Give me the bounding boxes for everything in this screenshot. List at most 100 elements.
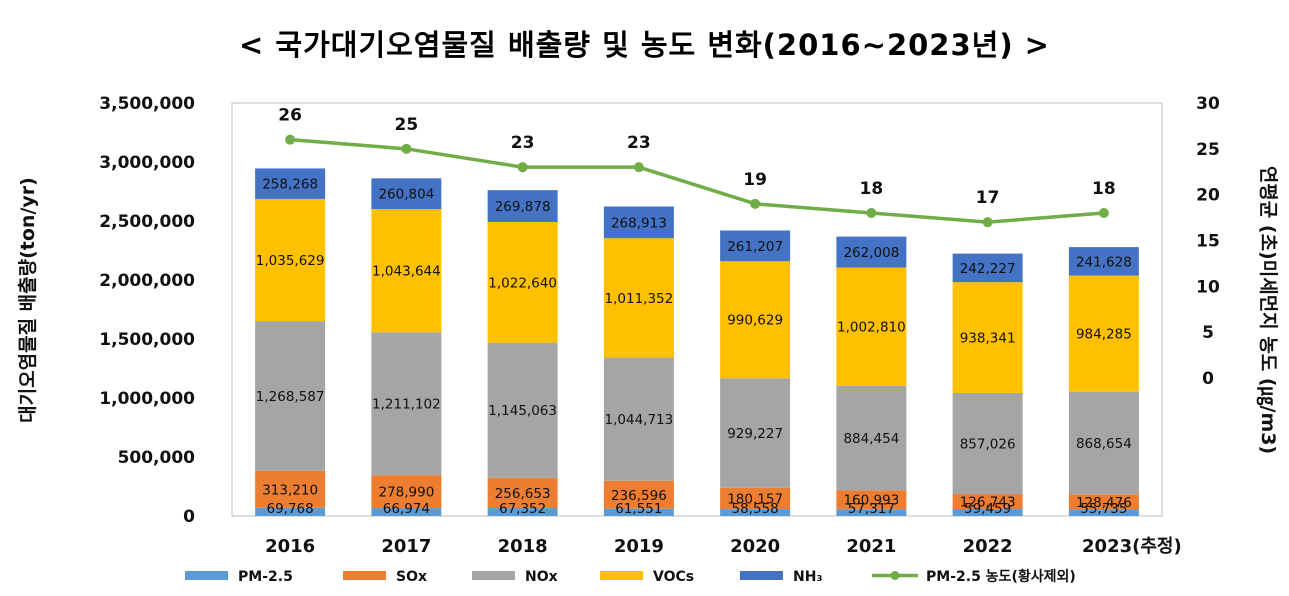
- bar-sox-5: [836, 490, 907, 510]
- right-axis-ticks: 30 25 20 15 10 5 0: [1196, 94, 1220, 389]
- data-label-pm25-3: 61,551: [615, 501, 662, 517]
- bar-nox-1: [371, 332, 442, 476]
- pm25-value-label-1: 25: [395, 115, 419, 135]
- left-tick-2: 2,500,000: [99, 212, 195, 232]
- pm25-point-5: [866, 208, 877, 218]
- bar-nh-4: [720, 230, 791, 262]
- bar-pm25-2: [487, 508, 558, 516]
- data-label-sox-6: 126,743: [960, 495, 1016, 511]
- legend: PM-2.5 SOx NOx VOCs NH₃ PM-2.5 농도(황사제외): [185, 568, 1076, 585]
- x-tick-6: 2022: [963, 536, 1013, 557]
- data-label-pm25-5: 57,317: [848, 501, 895, 517]
- left-tick-1: 3,000,000: [99, 153, 195, 173]
- data-label-nh-4: 261,207: [727, 239, 783, 255]
- bar-nh-2: [487, 190, 558, 222]
- bar-sox-3: [603, 480, 674, 509]
- bar-pm25-5: [836, 509, 907, 516]
- bar-sox-1: [371, 475, 442, 509]
- data-label-sox-2: 256,653: [495, 486, 551, 502]
- bar-vocs-0: [255, 198, 326, 322]
- bar-nh-1: [371, 178, 442, 210]
- right-tick-0: 30: [1196, 94, 1220, 114]
- x-tick-7: 2023(추정): [1082, 536, 1182, 557]
- bar-pm25-4: [720, 509, 791, 516]
- bar-nox-2: [487, 342, 558, 478]
- data-label-pm25-0: 69,768: [267, 501, 314, 517]
- x-tick-1: 2017: [381, 536, 431, 557]
- bar-sox-0: [255, 470, 326, 508]
- bar-sox-2: [487, 477, 558, 509]
- bar-nh-3: [603, 206, 674, 239]
- pm25-value-label-3: 23: [627, 133, 651, 153]
- data-label-sox-3: 236,596: [611, 488, 667, 504]
- bar-vocs-2: [487, 221, 558, 343]
- bar-vocs-3: [603, 238, 674, 358]
- pm25-point-0: [285, 134, 296, 145]
- right-tick-6: 0: [1202, 369, 1214, 389]
- x-tick-0: 2016: [265, 536, 315, 557]
- data-label-sox-7: 128,476: [1076, 495, 1132, 511]
- x-axis-ticks: 2016 2017 2018 2019 2020 2021 2022 2023(추정): [265, 536, 1182, 557]
- pm25-point-7: [1098, 208, 1109, 218]
- data-label-nox-6: 857,026: [960, 436, 1016, 452]
- data-label-pm25-4: 58,558: [732, 501, 779, 517]
- pm25-line-group: 26 25 23 23 19 18 17 18: [278, 106, 1116, 228]
- x-tick-2: 2018: [498, 536, 548, 557]
- left-axis-title: 대기오염물질 배출량(ton/yr): [17, 177, 39, 423]
- data-label-nh-7: 241,628: [1076, 254, 1132, 270]
- data-label-vocs-2: 1,022,640: [488, 275, 557, 291]
- data-label-pm25-6: 59,459: [964, 501, 1011, 517]
- pm25-point-4: [750, 198, 761, 209]
- x-tick-5: 2021: [846, 536, 896, 557]
- data-label-nox-3: 1,044,713: [605, 412, 674, 428]
- data-label-sox-5: 160,993: [843, 493, 899, 509]
- data-label-nh-2: 269,878: [495, 199, 551, 215]
- bar-nox-7: [1068, 391, 1139, 495]
- bar-pm25-1: [371, 508, 442, 516]
- legend-swatch-1: [343, 571, 386, 580]
- data-label-nox-2: 1,145,063: [488, 403, 557, 419]
- data-label-vocs-0: 1,035,629: [256, 253, 325, 269]
- legend-label-line: PM-2.5 농도(황사제외): [926, 568, 1076, 585]
- x-tick-3: 2019: [614, 536, 664, 557]
- data-label-vocs-7: 984,285: [1076, 327, 1132, 343]
- bar-series-group: [255, 168, 1139, 516]
- data-label-pm25-2: 67,352: [499, 501, 546, 517]
- left-tick-5: 1,000,000: [99, 389, 195, 409]
- pm25-concentration-line: [289, 137, 1105, 224]
- left-tick-4: 1,500,000: [99, 330, 195, 350]
- bar-nox-3: [603, 357, 674, 481]
- left-tick-7: 0: [183, 507, 195, 527]
- data-label-nox-1: 1,211,102: [372, 397, 441, 413]
- left-tick-0: 3,500,000: [99, 94, 195, 114]
- bar-vocs-4: [720, 261, 791, 379]
- data-label-nh-3: 268,913: [611, 215, 667, 231]
- data-label-nh-1: 260,804: [378, 187, 434, 203]
- legend-label-0: PM-2.5: [238, 569, 293, 585]
- data-label-nox-7: 868,654: [1076, 436, 1132, 452]
- x-tick-4: 2020: [730, 536, 780, 557]
- bar-nox-5: [836, 385, 907, 491]
- pm25-value-label-0: 26: [278, 106, 302, 126]
- data-label-nox-0: 1,268,587: [256, 389, 325, 405]
- legend-label-2: NOx: [525, 569, 558, 585]
- left-axis-ticks: 3,500,000 3,000,000 2,500,000 2,000,000 1,50…: [99, 94, 195, 527]
- bar-pm25-7: [1068, 509, 1139, 516]
- legend-line-marker: [890, 571, 900, 580]
- data-label-nh-0: 258,268: [262, 177, 318, 193]
- bar-data-labels: 69,768 313,210 1,268,587 1,035,629 258,268 66…: [256, 177, 1132, 517]
- data-label-pm25-1: 66,974: [383, 501, 430, 517]
- plot-area-border: [231, 102, 1163, 517]
- bar-pm25-6: [952, 508, 1023, 516]
- data-label-nh-6: 242,227: [960, 261, 1016, 277]
- legend-swatch-2: [472, 571, 515, 580]
- bar-nh-7: [1068, 247, 1139, 276]
- bar-vocs-7: [1068, 275, 1139, 392]
- bar-vocs-5: [836, 267, 907, 386]
- pm25-point-2: [517, 162, 528, 173]
- bar-nox-0: [255, 321, 326, 471]
- data-label-nox-5: 884,454: [843, 431, 899, 447]
- data-label-vocs-5: 1,002,810: [837, 320, 906, 336]
- data-label-nox-4: 929,227: [727, 426, 783, 442]
